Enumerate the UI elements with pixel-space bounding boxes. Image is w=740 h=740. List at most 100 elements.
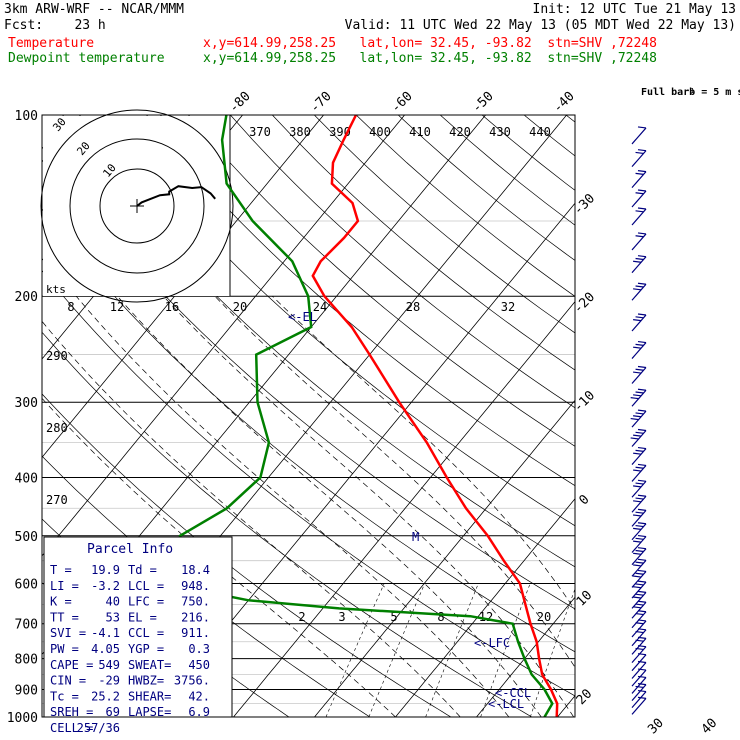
theta-e-label: 280 bbox=[46, 421, 68, 435]
wind-barb-staff bbox=[631, 283, 647, 301]
wind-barb-flag bbox=[633, 596, 642, 599]
wind-barb-staff bbox=[631, 208, 647, 226]
parcel-info-cell: T = bbox=[50, 563, 72, 577]
wind-barb-flag bbox=[637, 189, 647, 192]
temperature-tick-label: 20 bbox=[574, 686, 596, 708]
wind-barb bbox=[631, 232, 647, 251]
parcel-info-cell: 53 bbox=[106, 610, 120, 624]
wind-barb bbox=[631, 522, 647, 541]
wind-barb-flag bbox=[637, 126, 647, 129]
parcel-info-cell: EL = bbox=[128, 610, 157, 624]
parcel-info-cell: SREH = bbox=[50, 705, 93, 719]
parcel-info-cell: 750. bbox=[181, 595, 210, 609]
dry-adiabat bbox=[608, 115, 740, 717]
wind-barb-flag bbox=[633, 606, 642, 609]
parcel-info-cell: SHEAR= bbox=[128, 689, 171, 703]
wind-barb-flag bbox=[637, 494, 647, 497]
wind-barb-staff bbox=[631, 430, 647, 447]
parcel-info-cell: 3756. bbox=[174, 674, 210, 688]
wind-barb-flag bbox=[633, 346, 642, 349]
temperature-tick-label: -50 bbox=[469, 89, 496, 116]
wind-barb-flag bbox=[633, 514, 642, 517]
temperature-legend-label: Temperature bbox=[8, 36, 95, 51]
plot-frame bbox=[41, 114, 576, 718]
wind-barb-staff bbox=[631, 662, 647, 679]
parcel-info-cell: 19.9 bbox=[91, 563, 120, 577]
temperature-tick-label: -80 bbox=[226, 89, 253, 116]
pressure-label: 600 bbox=[15, 577, 38, 592]
wind-barb-staff bbox=[631, 677, 647, 694]
wind-barb-flag bbox=[637, 590, 647, 593]
level-marker: <-LFC bbox=[474, 636, 510, 650]
wind-barb-flag bbox=[637, 365, 647, 369]
wind-barb-staff bbox=[631, 523, 647, 541]
wind-barb-flag bbox=[635, 316, 644, 319]
wind-barb-flag bbox=[637, 169, 647, 173]
wind-barb-flag bbox=[635, 524, 644, 528]
isotherm bbox=[233, 301, 575, 717]
parcel-info-cell: Tc = bbox=[50, 689, 79, 703]
theta-label: 420 bbox=[449, 125, 471, 139]
dry-adiabat bbox=[314, 115, 575, 334]
wind-barb-flag bbox=[637, 463, 647, 467]
wind-barb-flag bbox=[633, 552, 642, 555]
wind-barb-staff bbox=[631, 342, 647, 359]
parcel-info-cell: -29 bbox=[98, 674, 120, 688]
wind-barb-staff bbox=[631, 367, 647, 384]
temperature-tick-label: 10 bbox=[574, 588, 596, 610]
wind-barb-flag bbox=[635, 391, 644, 394]
level-marker: <-LCL bbox=[488, 697, 524, 711]
pressure-label: 800 bbox=[15, 653, 38, 668]
hodograph-ring bbox=[40, 109, 234, 303]
wind-barb-flag bbox=[637, 255, 647, 258]
wind-barb-staff bbox=[631, 571, 647, 588]
pressure-label: 100 bbox=[15, 109, 38, 124]
wind-barb-flag bbox=[635, 537, 644, 540]
dry-adiabat bbox=[42, 146, 575, 610]
wind-barb-flag bbox=[635, 572, 644, 575]
parcel-info-cell: -4.1 bbox=[91, 626, 120, 640]
parcel-info-cell: LAPSE= bbox=[128, 705, 171, 719]
parcel-info-cell: HWBZ= bbox=[128, 674, 164, 688]
wind-barb-flag bbox=[635, 449, 644, 452]
wind-barb-staff bbox=[631, 256, 647, 274]
wind-barb bbox=[630, 409, 647, 428]
mixing-ratio-label: 5 bbox=[390, 610, 397, 624]
wind-barb-staff bbox=[631, 669, 647, 687]
wind-barb-flag bbox=[637, 569, 647, 573]
mixing-ratio-line bbox=[325, 583, 385, 717]
wind-barb bbox=[631, 696, 647, 715]
wind-barb-flag bbox=[637, 558, 647, 561]
parcel-info-cell: 0.3 bbox=[188, 642, 210, 656]
wind-barb bbox=[631, 628, 647, 647]
wind-barb bbox=[631, 255, 647, 274]
isotherm bbox=[42, 115, 405, 557]
model-title: 3km ARW-WRF -- NCAR/MMM bbox=[4, 2, 185, 17]
forecast-hour: Fcst: 23 h bbox=[4, 18, 106, 33]
wind-barb-flag bbox=[635, 593, 644, 596]
wind-barb-flag bbox=[635, 257, 644, 261]
wind-barb-flag bbox=[635, 235, 644, 238]
wind-barb-flag bbox=[633, 564, 642, 567]
wind-barb-flag bbox=[637, 534, 647, 538]
theta-label: 410 bbox=[409, 125, 431, 139]
wind-barb-flag bbox=[637, 149, 647, 152]
wind-barb bbox=[631, 463, 647, 482]
wind-barb-staff bbox=[631, 559, 647, 577]
parcel-info-cell: CAPE = bbox=[50, 658, 93, 672]
parcel-info-cell: TT = bbox=[50, 610, 79, 624]
wind-barb-flag bbox=[630, 397, 639, 400]
hodograph-ring bbox=[99, 168, 175, 244]
parcel-info-cell: LI = bbox=[50, 579, 79, 593]
mixing-ratio-label: 20 bbox=[537, 610, 551, 624]
wind-barb bbox=[631, 365, 647, 384]
wind-barb-flag bbox=[635, 285, 644, 288]
isotherm bbox=[720, 115, 740, 717]
wind-barb-staff bbox=[631, 691, 647, 708]
wind-barb-legend: Full barb = 5 m s bbox=[641, 87, 740, 98]
parcel-info-cell: 257/36 bbox=[77, 721, 120, 735]
parcel-info-cell: CELL = bbox=[50, 721, 93, 735]
moist-adiabat bbox=[75, 295, 510, 717]
wind-barb-staff bbox=[631, 684, 647, 702]
wind-barb-staff bbox=[631, 410, 647, 428]
